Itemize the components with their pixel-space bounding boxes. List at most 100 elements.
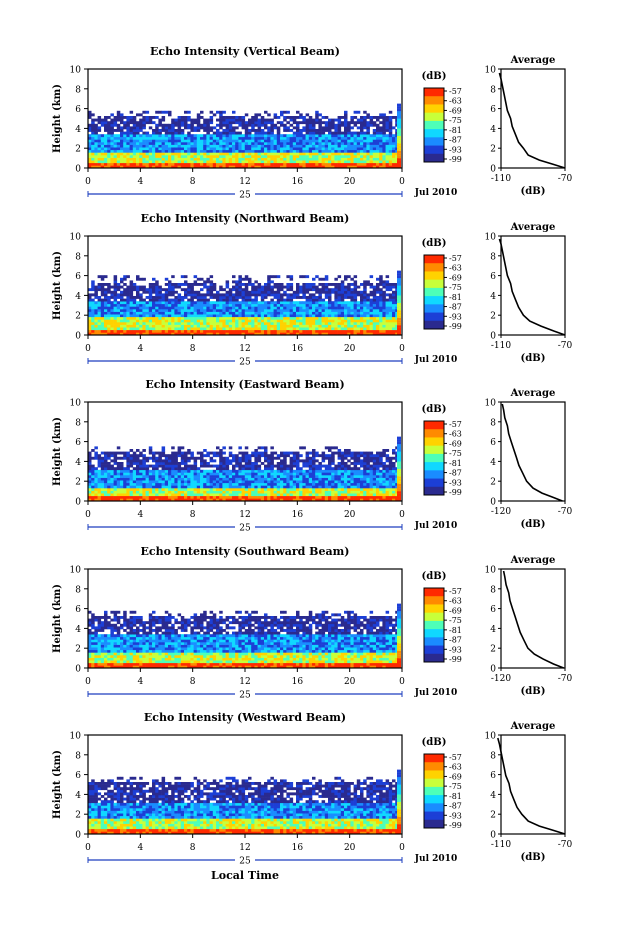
heatmap-cell (356, 149, 361, 153)
heatmap-cell (225, 155, 230, 158)
heatmap-cell (206, 290, 210, 294)
heatmap-cell (113, 462, 118, 465)
heatmap-cell (145, 110, 150, 114)
heatmap-cell (260, 301, 265, 305)
heatmap-cell (216, 314, 220, 318)
heatmap-cell (203, 293, 207, 297)
heatmap-cell (347, 129, 351, 132)
heatmap-cell (334, 123, 338, 127)
heatmap-cell (164, 464, 169, 468)
heatmap-cell (273, 329, 278, 333)
heatmap-cell (350, 139, 354, 143)
colorbar-swatch (424, 308, 444, 313)
heatmap-cell (158, 495, 162, 499)
heatmap-cell (184, 303, 188, 307)
heatmap-cell (324, 332, 329, 336)
heatmap-cell (392, 309, 396, 312)
heatmap-cell (385, 165, 390, 169)
heatmap-cell (264, 303, 268, 307)
heatmap-cell (276, 144, 281, 148)
heatmap-cell (241, 116, 246, 119)
heatmap-cell (91, 314, 95, 318)
heatmap-cell (123, 482, 127, 486)
heatmap-cell (225, 459, 230, 463)
heatmap-cell (219, 306, 223, 310)
heatmap-cell (206, 475, 210, 478)
heatmap-cell (235, 477, 239, 481)
heatmap-cell (132, 160, 137, 164)
heatmap-cell (200, 493, 204, 497)
heatmap-cell (91, 480, 95, 484)
heatmap-cell (116, 160, 121, 164)
heatmap-cell (155, 309, 159, 312)
heatmap-cell (129, 301, 134, 305)
heatmap-cell (379, 293, 383, 297)
heatmap-cell (395, 327, 399, 331)
heatmap-cell (196, 314, 201, 318)
heatmap-cell (372, 293, 377, 297)
heatmap-cell (200, 462, 204, 465)
heatmap-cell (164, 477, 169, 481)
heatmap-cell (97, 296, 102, 299)
heatmap-cell (331, 288, 335, 292)
heatmap-cell (257, 136, 262, 140)
heatmap-cell (190, 324, 194, 328)
heatmap-cell (382, 311, 386, 315)
heatmap-cell (248, 329, 252, 333)
heatmap-cell (289, 275, 294, 279)
heatmap-cell (379, 296, 383, 299)
heatmap-cell (372, 136, 377, 140)
heatmap-cell (148, 134, 153, 138)
colorbar-swatch (424, 283, 444, 289)
heatmap-cell (148, 493, 153, 497)
heatmap-cell (88, 475, 92, 478)
heatmap-cell (251, 288, 255, 292)
heatmap-cell (152, 314, 156, 318)
heatmap-cell (123, 322, 127, 325)
heatmap-cell (184, 480, 188, 484)
heatmap-cell (299, 322, 303, 325)
heatmap-cell (209, 293, 214, 297)
heatmap-cell (308, 136, 313, 140)
heatmap-cell (257, 482, 262, 486)
heatmap-cell (318, 322, 322, 325)
heatmap-cell (123, 144, 127, 148)
heatmap-cell (104, 495, 108, 499)
heatmap-cell (260, 477, 265, 481)
heatmap-cell (302, 283, 306, 286)
heatmap-cell (340, 142, 345, 145)
heatmap-cell (193, 332, 198, 336)
heatmap-cell (145, 142, 150, 145)
heatmap-cell (158, 324, 162, 328)
heatmap-cell (302, 147, 306, 151)
heatmap-cell (219, 316, 223, 320)
heatmap-cell (136, 311, 140, 315)
heatmap-cell (94, 118, 98, 122)
heatmap-cell (142, 480, 146, 484)
heatmap-cell (171, 482, 175, 486)
heatmap-cell (203, 306, 207, 310)
heatmap-cell (129, 316, 134, 320)
heatmap-cell (219, 495, 223, 499)
heatmap-cell (270, 332, 274, 336)
heatmap-cell (164, 488, 169, 491)
heatmap-cell (216, 493, 220, 497)
heatmap-cell (142, 157, 146, 161)
heatmap-cell (177, 498, 182, 502)
heatmap-cell (385, 155, 390, 158)
heatmap-cell (372, 306, 377, 310)
heatmap-cell (334, 277, 338, 281)
heatmap-cell (385, 283, 390, 286)
heatmap-cell (100, 332, 105, 336)
heatmap-cell (148, 464, 153, 468)
heatmap-cell (356, 327, 361, 331)
heatmap-cell (139, 329, 143, 333)
heatmap-cell (296, 332, 300, 336)
heatmap-cell (228, 144, 233, 148)
heatmap-cell (299, 309, 303, 312)
heatmap-cell (174, 301, 178, 305)
heatmap-cell (206, 309, 210, 312)
heatmap-cell (145, 472, 150, 476)
heatmap-cell (251, 165, 255, 169)
heatmap-cell (209, 129, 214, 132)
